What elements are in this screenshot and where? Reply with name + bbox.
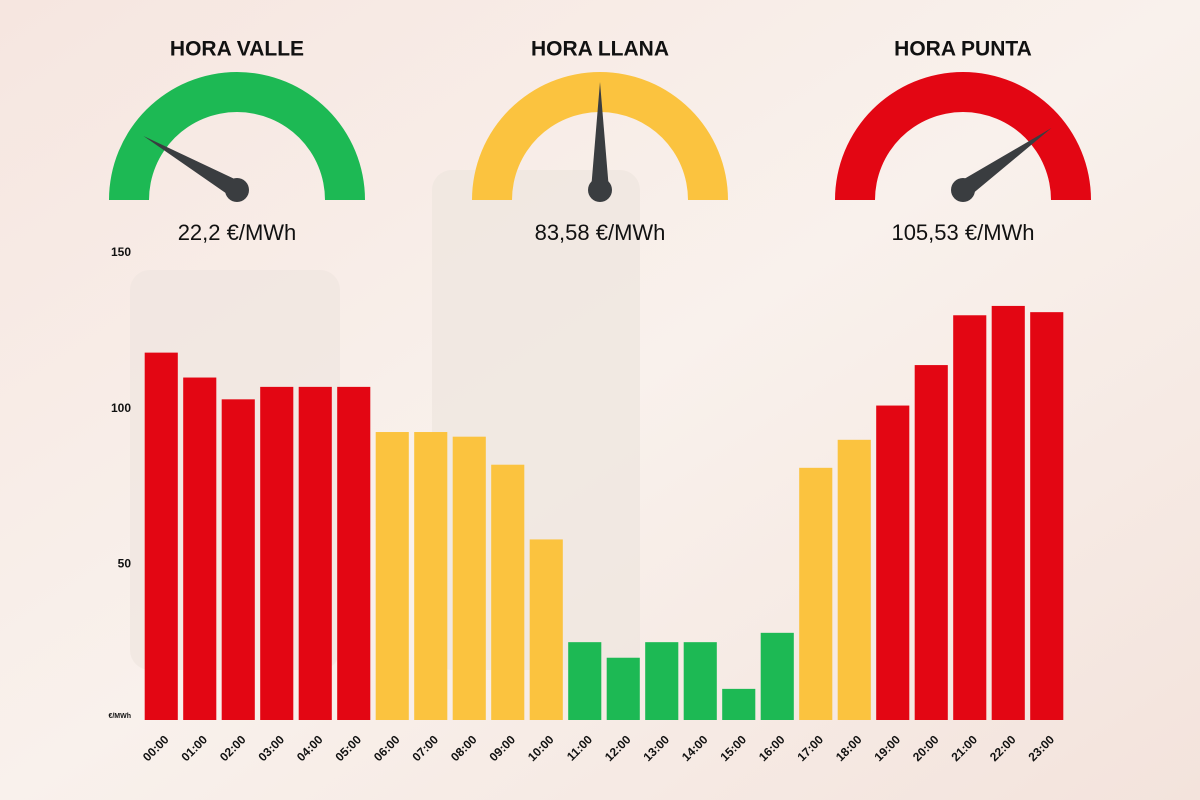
y-tick-label: 50 <box>118 557 132 571</box>
bar <box>760 632 794 720</box>
gauge-title: HORA LLANA <box>531 38 669 61</box>
gauge-needle <box>143 136 246 199</box>
gauge-arc <box>109 72 365 200</box>
bar <box>991 305 1025 720</box>
bar <box>298 386 332 720</box>
bar <box>837 439 871 720</box>
bar <box>568 642 602 720</box>
bar <box>337 386 371 720</box>
bar <box>452 436 486 720</box>
bar <box>645 642 679 720</box>
bar <box>799 467 833 720</box>
y-axis-label: €/MWh <box>108 713 131 720</box>
bar <box>183 377 217 720</box>
bar <box>414 432 448 720</box>
bar <box>876 405 910 720</box>
gauge-arc <box>472 72 728 200</box>
gauge-hub <box>951 178 975 202</box>
bar <box>722 688 756 720</box>
bar <box>375 432 409 720</box>
bar <box>606 657 640 720</box>
gauge-value: 105,53 €/MWh <box>891 220 1034 245</box>
gauge-hub <box>225 178 249 202</box>
bar <box>953 315 987 720</box>
gauge-value: 83,58 €/MWh <box>535 220 666 245</box>
bar <box>1030 312 1064 720</box>
bar <box>683 642 717 720</box>
bar <box>914 365 948 720</box>
gauge-title: HORA PUNTA <box>894 38 1032 61</box>
gauge-arc <box>835 72 1091 200</box>
gauge-title: HORA VALLE <box>170 38 304 61</box>
gauge-value: 22,2 €/MWh <box>178 220 297 245</box>
bar <box>491 464 525 720</box>
y-tick-label: 150 <box>111 245 131 259</box>
bar <box>260 386 294 720</box>
bar <box>221 399 255 720</box>
gauge-needle <box>954 128 1052 199</box>
bar <box>144 352 178 720</box>
gauge-needle <box>591 82 609 199</box>
gauge-hub <box>588 178 612 202</box>
y-tick-label: 100 <box>111 401 131 415</box>
gauges: HORA VALLE 22,2 €/MWh HORA LLANA 83,58 €/MW… <box>109 38 1091 245</box>
bar <box>529 539 563 720</box>
